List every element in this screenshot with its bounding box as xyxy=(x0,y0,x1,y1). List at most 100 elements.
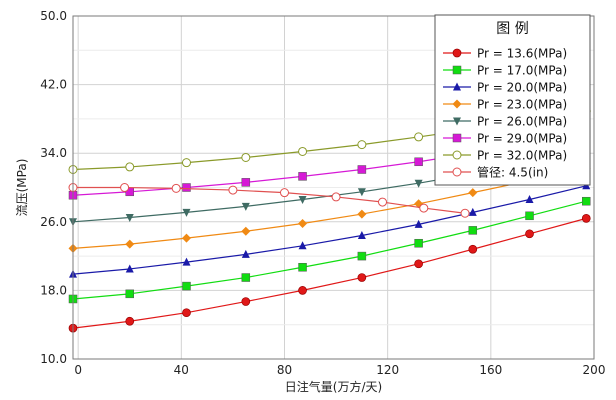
data-point xyxy=(298,172,307,181)
legend-entry: Pr = 29.0(MPa) xyxy=(443,132,567,146)
legend-entry: Pr = 26.0(MPa) xyxy=(443,115,567,129)
data-point xyxy=(357,231,366,240)
data-point xyxy=(357,273,367,282)
legend-label: Pr = 20.0(MPa) xyxy=(477,81,567,95)
data-point xyxy=(181,233,191,243)
legend-marker xyxy=(452,167,462,177)
data-point xyxy=(468,188,478,198)
legend-marker xyxy=(453,82,461,91)
x-tick-label: 120 xyxy=(376,363,399,377)
data-point xyxy=(125,214,134,223)
data-point xyxy=(241,249,250,258)
data-point xyxy=(298,219,308,229)
legend-label: Pr = 17.0(MPa) xyxy=(477,64,567,78)
legend-entry: Pr = 13.6(MPa) xyxy=(443,47,567,61)
data-point xyxy=(525,195,534,204)
data-point xyxy=(525,229,534,239)
series-line xyxy=(72,185,587,275)
data-point xyxy=(298,262,307,272)
data-point xyxy=(468,244,478,254)
legend-label: Pr = 29.0(MPa) xyxy=(477,132,567,146)
data-point xyxy=(125,316,135,326)
data-point xyxy=(125,264,134,273)
x-tick-label: 40 xyxy=(174,363,189,377)
y-tick-label: 18.0 xyxy=(40,283,67,297)
data-point xyxy=(181,158,191,168)
data-point xyxy=(331,192,341,202)
data-point xyxy=(125,289,134,299)
series-3 xyxy=(69,181,591,278)
data-point xyxy=(241,226,251,236)
data-point xyxy=(241,297,251,306)
legend-entry: Pr = 17.0(MPa) xyxy=(443,64,567,78)
data-point xyxy=(241,273,251,282)
legend-title: 图 例 xyxy=(496,21,528,37)
legend-marker xyxy=(452,133,462,143)
data-point xyxy=(357,251,367,261)
plot-frame xyxy=(72,15,595,360)
data-point xyxy=(378,197,388,207)
data-point xyxy=(125,239,135,249)
data-point xyxy=(357,188,366,197)
data-point xyxy=(414,238,423,248)
data-point xyxy=(414,179,423,188)
data-point xyxy=(171,183,181,193)
legend-label: 管径: 4.5(in) xyxy=(477,165,548,180)
series-line xyxy=(72,217,587,329)
legend-marker xyxy=(452,48,462,58)
limit-curve xyxy=(68,183,470,218)
y-tick-label: 50.0 xyxy=(40,9,67,23)
x-tick-label: 200 xyxy=(583,363,606,377)
data-point xyxy=(460,208,470,218)
series-1 xyxy=(68,214,591,333)
data-point xyxy=(298,241,307,250)
data-point xyxy=(419,203,429,213)
data-point xyxy=(279,188,289,198)
y-axis-title: 流压(MPa) xyxy=(15,159,29,217)
x-axis-title: 日注气量(万方/天) xyxy=(285,379,382,394)
legend-label: Pr = 32.0(MPa) xyxy=(477,149,567,163)
legend-entry: 管径: 4.5(in) xyxy=(443,165,548,180)
data-point xyxy=(357,140,367,150)
axes: 0 40 80 120 160 200 10.0 18.0 26.0 34.0 42.0 50.0 日注… xyxy=(15,9,605,394)
series-line xyxy=(72,168,587,249)
legend-entry: Pr = 32.0(MPa) xyxy=(443,149,567,163)
data-point xyxy=(182,183,191,192)
data-point xyxy=(228,185,238,195)
data-point xyxy=(357,209,367,219)
data-point xyxy=(582,196,591,206)
x-tick-label: 0 xyxy=(74,363,82,377)
data-point xyxy=(182,281,191,291)
data-point xyxy=(182,208,191,217)
data-point xyxy=(298,196,307,205)
legend-label: Pr = 13.6(MPa) xyxy=(477,47,567,61)
data-point xyxy=(298,146,308,156)
y-tick-label: 34.0 xyxy=(40,146,67,160)
legend-marker xyxy=(452,150,462,160)
y-tick-label: 42.0 xyxy=(40,78,67,92)
x-tick-label: 160 xyxy=(479,363,502,377)
data-point xyxy=(125,162,135,172)
x-tick-label: 80 xyxy=(277,363,292,377)
data-point xyxy=(525,211,534,221)
legend-label: Pr = 23.0(MPa) xyxy=(477,98,567,112)
legend: 图 例 Pr = 13.6(MPa) Pr = 17.0(MPa) Pr = 20.0… xyxy=(434,14,591,186)
legend-marker xyxy=(452,99,462,109)
data-point xyxy=(468,226,478,235)
data-point xyxy=(414,132,424,142)
data-point xyxy=(414,259,423,269)
data-point xyxy=(241,152,251,162)
data-point xyxy=(241,178,251,187)
data-point xyxy=(357,165,367,174)
y-tick-label: 10.0 xyxy=(40,352,67,366)
data-point xyxy=(241,202,250,211)
data-point xyxy=(182,257,191,266)
legend-entry: Pr = 23.0(MPa) xyxy=(443,98,567,112)
data-point xyxy=(414,219,423,228)
data-point xyxy=(182,308,191,318)
legend-entry: Pr = 20.0(MPa) xyxy=(443,81,567,95)
data-point xyxy=(581,214,591,223)
data-point xyxy=(120,183,130,192)
data-point xyxy=(414,157,423,167)
legend-marker xyxy=(452,65,462,75)
